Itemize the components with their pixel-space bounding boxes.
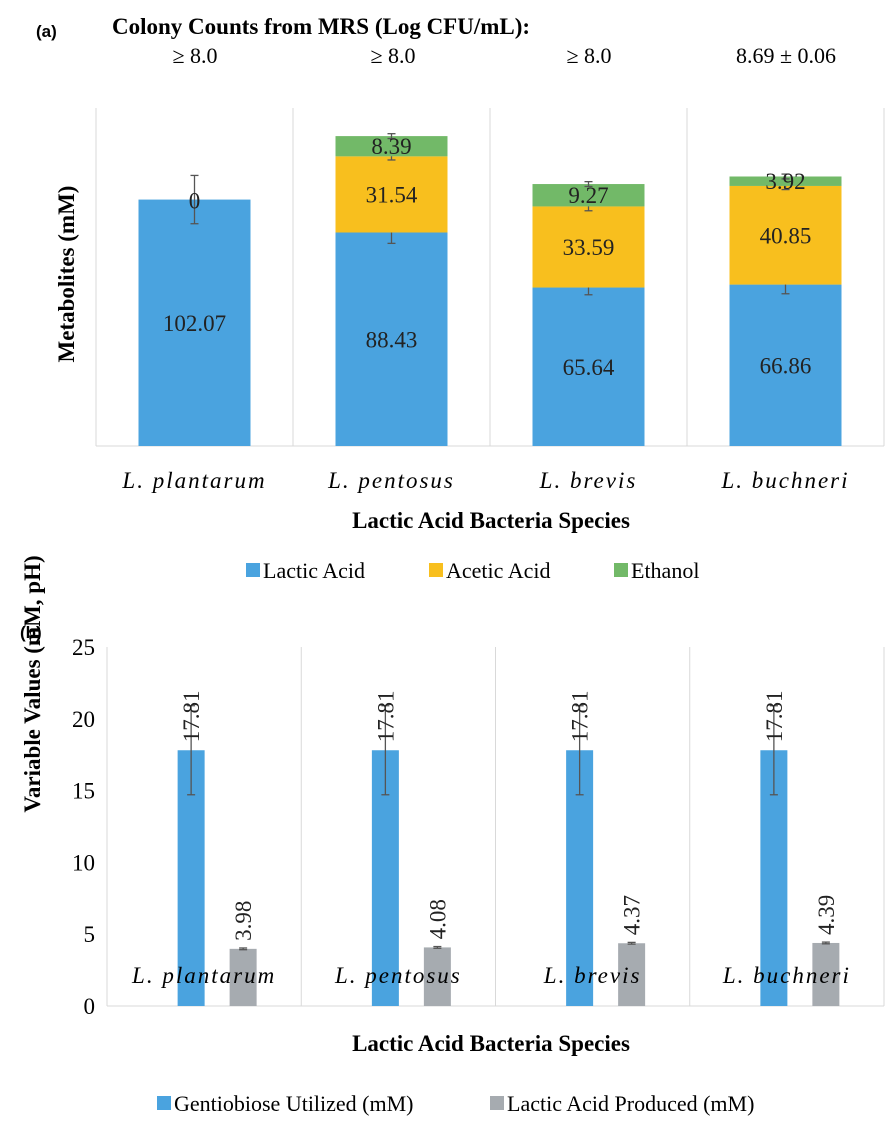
data-label-gentiobiose-utilized-mm-l-plantarum: 17.81: [179, 690, 204, 742]
bar-acetic-acid-l-pentosus: [335, 156, 448, 233]
y-tick-label-5: 5: [84, 922, 96, 947]
bar-acetic-acid-l-buchneri: [729, 185, 842, 285]
bar-acetic-acid-l-brevis: [532, 206, 645, 288]
bar-lactic-acid-produced-mm-l-plantarum: [229, 948, 257, 1006]
bar-lactic-acid-produced-mm-l-buchneri: [812, 942, 840, 1006]
colony-count-brevis: ≥ 8.0: [566, 43, 611, 68]
y-tick-label-25: 25: [72, 635, 95, 660]
plot-a-x-axis-title: Lactic Acid Bacteria Species: [352, 508, 630, 533]
data-label-lactic-acid-l-brevis: 65.64: [563, 355, 615, 380]
legend-swatch-gentiobiose-utilized-mm: [157, 1096, 171, 1110]
colony-count-plantarum: ≥ 8.0: [172, 43, 217, 68]
y-tick-label-10: 10: [72, 850, 95, 875]
bar-ethanol-l-buchneri: [729, 176, 842, 186]
plot-b-x-axis-title: Lactic Acid Bacteria Species: [352, 1031, 630, 1056]
panel-b-label: (b): [20, 623, 42, 642]
data-label-ethanol-l-brevis: 9.27: [568, 183, 608, 208]
plot-a-y-axis-title: Metabolites (mM): [54, 186, 79, 363]
bar-ethanol-l-pentosus: [335, 136, 448, 157]
bar-lactic-acid-l-brevis: [532, 287, 645, 446]
y-tick-label-20: 20: [72, 707, 95, 732]
data-label-acetic-acid-l-brevis: 33.59: [563, 235, 615, 260]
x-tick-label-l-buchneri: L. buchneri: [720, 468, 849, 493]
plot-a: 102.07 0 L. plantarum 88.43 31.54 8.39 L. pent…: [95, 108, 885, 493]
plot-a-legend: Lactic Acid Acetic Acid Ethanol: [246, 558, 699, 583]
legend-label-lactic-acid: Lactic Acid: [263, 558, 365, 583]
data-label-lactic-acid-l-plantarum: 102.07: [163, 311, 226, 336]
data-label-acetic-acid-l-plantarum: 0: [189, 189, 201, 214]
panel-a-label: (a): [36, 22, 57, 41]
data-label-lactic-acid-produced-mm-l-brevis: 4.37: [620, 895, 645, 935]
x-tick-label-l-pentosus: L. pentosus: [327, 468, 455, 493]
data-label-lactic-acid-l-pentosus: 88.43: [366, 327, 418, 352]
colony-counts-title: Colony Counts from MRS (Log CFU/mL):: [112, 14, 530, 39]
legend-swatch-lactic-acid-produced-mm: [490, 1096, 504, 1110]
bar-lactic-acid-produced-mm-l-brevis: [618, 943, 646, 1006]
x-tick-label-l-brevis: L. brevis: [539, 468, 638, 493]
legend-label-gentiobiose-utilized-mm: Gentiobiose Utilized (mM): [174, 1091, 414, 1116]
data-label-ethanol-l-pentosus: 8.39: [371, 134, 411, 159]
bar-lactic-acid-l-plantarum: [138, 199, 251, 446]
legend-label-lactic-acid-produced-mm: Lactic Acid Produced (mM): [507, 1091, 754, 1116]
plot-b: 0 5 10 15 20 25 17.81 3.98 L. plantarum 17.81 4.08…: [72, 635, 885, 1019]
x-tick-label-l-pentosus: L. pentosus: [334, 963, 462, 988]
data-label-acetic-acid-l-pentosus: 31.54: [366, 182, 418, 207]
legend-label-ethanol: Ethanol: [631, 558, 699, 583]
y-tick-label-0: 0: [84, 994, 96, 1019]
x-tick-label-l-brevis: L. brevis: [543, 963, 642, 988]
legend-swatch-lactic-acid: [246, 563, 260, 577]
data-label-acetic-acid-l-buchneri: 40.85: [760, 223, 812, 248]
plot-b-legend: Gentiobiose Utilized (mM) Lactic Acid Pro…: [157, 1091, 754, 1116]
x-tick-label-l-plantarum: L. plantarum: [121, 468, 266, 493]
bar-ethanol-l-brevis: [532, 184, 645, 207]
colony-count-buchneri: 8.69 ± 0.06: [736, 43, 836, 68]
data-label-lactic-acid-produced-mm-l-pentosus: 4.08: [425, 899, 450, 939]
x-tick-label-l-buchneri: L. buchneri: [722, 963, 851, 988]
legend-label-acetic-acid: Acetic Acid: [446, 558, 550, 583]
data-label-lactic-acid-l-buchneri: 66.86: [760, 353, 812, 378]
data-label-lactic-acid-produced-mm-l-buchneri: 4.39: [814, 895, 839, 935]
data-label-lactic-acid-produced-mm-l-plantarum: 3.98: [231, 901, 256, 941]
legend-swatch-ethanol: [614, 563, 628, 577]
data-label-ethanol-l-buchneri: 3.92: [765, 169, 805, 194]
legend-swatch-acetic-acid: [429, 563, 443, 577]
colony-count-pentosus: ≥ 8.0: [370, 43, 415, 68]
plot-b-y-axis-title: Variable Values (mM, pH): [20, 555, 45, 812]
bar-lactic-acid-l-pentosus: [335, 232, 448, 446]
data-label-gentiobiose-utilized-mm-l-pentosus: 17.81: [373, 690, 398, 742]
data-label-gentiobiose-utilized-mm-l-buchneri: 17.81: [762, 690, 787, 742]
y-tick-label-15: 15: [72, 779, 95, 804]
data-label-gentiobiose-utilized-mm-l-brevis: 17.81: [568, 690, 593, 742]
bar-lactic-acid-produced-mm-l-pentosus: [423, 947, 451, 1006]
bar-lactic-acid-l-buchneri: [729, 284, 842, 446]
x-tick-label-l-plantarum: L. plantarum: [131, 963, 276, 988]
